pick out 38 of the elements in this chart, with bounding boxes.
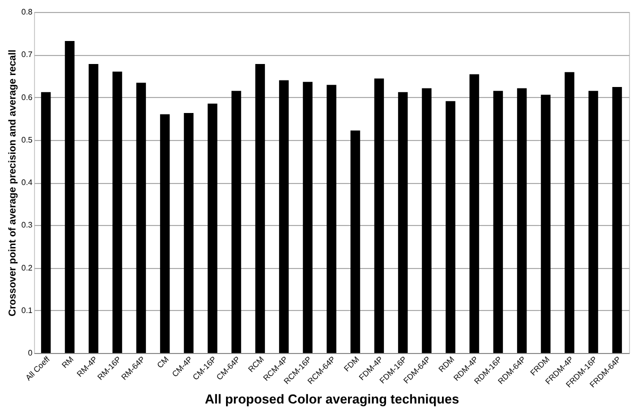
bar (517, 88, 527, 353)
y-axis-title: Crossover point of average precision and average recall (7, 49, 18, 316)
y-tick-label: 0 (28, 348, 34, 358)
bar (326, 84, 336, 353)
bar (350, 130, 360, 353)
bar (469, 74, 480, 353)
bar (279, 80, 289, 353)
bar (208, 104, 218, 353)
bar (41, 92, 51, 353)
bar (446, 101, 456, 353)
bar (588, 90, 598, 353)
x-axis-title: All proposed Color averaging techniques (204, 391, 460, 406)
bar (64, 40, 75, 353)
y-tick-label: 0.2 (21, 263, 34, 272)
bar (612, 87, 622, 353)
bar (136, 82, 146, 353)
bar (302, 82, 313, 353)
x-tick-label: CM (155, 354, 171, 370)
y-tick-label: 0.1 (21, 306, 34, 315)
x-tick-label: RM (60, 354, 76, 370)
bar (398, 92, 408, 353)
bar (231, 90, 242, 353)
bar (255, 64, 265, 353)
bar (184, 113, 194, 353)
bar (564, 72, 574, 353)
bar (160, 114, 170, 353)
bar (88, 64, 98, 353)
y-tick-label: 0.3 (21, 220, 34, 230)
bar (112, 72, 122, 353)
y-tick-label: 0.8 (21, 8, 34, 16)
bar (422, 88, 432, 353)
bar (374, 78, 384, 353)
y-tick-label: 0.5 (21, 135, 34, 144)
bar (493, 90, 503, 353)
y-tick-label: 0.4 (21, 178, 34, 187)
y-tick-label: 0.7 (21, 50, 34, 60)
y-tick-label: 0.6 (21, 92, 34, 102)
bar (540, 94, 551, 353)
